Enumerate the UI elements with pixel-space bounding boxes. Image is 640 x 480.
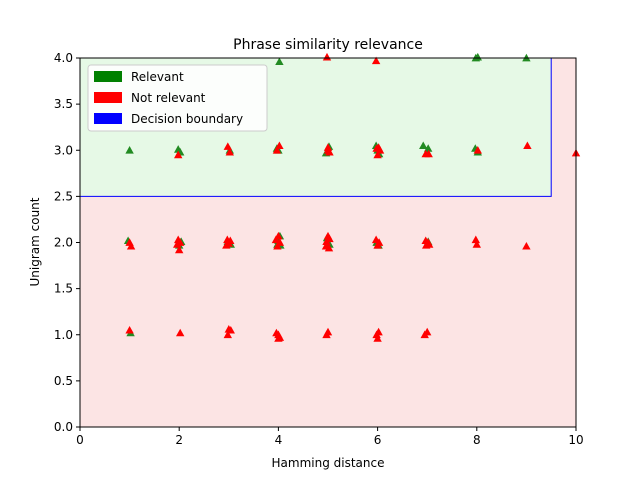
- point-not-relevant: [274, 330, 283, 339]
- y-tick-label: 2.0: [54, 236, 73, 250]
- y-tick-label: 2.5: [54, 189, 73, 203]
- point-not-relevant: [223, 330, 233, 339]
- legend-swatch-not-relevant: [94, 92, 122, 103]
- axes: 0 2 4 6 8 10 0.0 0.5 1.0 1.5 2.0 2.5 3.0 3.5 4.0: [54, 51, 584, 447]
- point-not-relevant: [273, 241, 282, 250]
- x-tick-label: 10: [568, 433, 583, 447]
- point-not-relevant: [323, 327, 333, 336]
- x-tick-label: 0: [76, 433, 84, 447]
- y-tick-label: 3.0: [54, 143, 73, 157]
- point-not-relevant: [226, 325, 235, 334]
- y-tick-label: 0.5: [54, 374, 73, 388]
- decision-regions: [79, 57, 576, 427]
- point-not-relevant: [472, 240, 481, 248]
- point-not-relevant: [126, 241, 136, 250]
- point-not-relevant: [420, 330, 429, 339]
- point-not-relevant: [424, 149, 433, 158]
- point-not-relevant: [473, 146, 482, 154]
- point-not-relevant: [222, 241, 231, 249]
- point-not-relevant: [471, 235, 481, 244]
- point-not-relevant: [125, 325, 134, 334]
- point-not-relevant: [325, 234, 334, 243]
- legend-box: [87, 64, 268, 132]
- x-tick-label: 2: [175, 433, 183, 447]
- y-tick-label: 0.0: [54, 420, 73, 434]
- legend: Relevant Not relevant Decision boundary: [87, 64, 268, 132]
- y-tick-label: 3.5: [54, 97, 73, 111]
- point-not-relevant: [173, 240, 182, 248]
- point-not-relevant: [522, 241, 531, 250]
- point-not-relevant: [325, 147, 334, 156]
- point-not-relevant: [175, 328, 185, 337]
- point-relevant: [419, 141, 428, 149]
- point-not-relevant: [373, 334, 382, 342]
- y-tick-label: 1.0: [54, 328, 73, 342]
- legend-label-relevant: Relevant: [131, 70, 184, 84]
- data-points: [123, 52, 581, 342]
- y-tick-label: 1.5: [54, 282, 73, 296]
- x-tick-label: 4: [275, 433, 283, 447]
- x-tick-label: 6: [374, 433, 382, 447]
- legend-label-not-relevant: Not relevant: [131, 91, 206, 105]
- point-relevant: [125, 146, 134, 154]
- point-not-relevant: [272, 146, 282, 154]
- point-not-relevant: [324, 243, 334, 252]
- point-not-relevant: [373, 241, 382, 249]
- point-not-relevant: [225, 147, 234, 156]
- point-not-relevant: [323, 143, 333, 151]
- y-tick-label: 4.0: [54, 51, 73, 65]
- point-relevant: [473, 52, 482, 61]
- point-not-relevant: [523, 141, 532, 149]
- legend-swatch-relevant: [94, 71, 122, 82]
- point-not-relevant: [371, 56, 381, 65]
- point-relevant: [275, 57, 284, 66]
- point-not-relevant: [226, 236, 235, 245]
- legend-label-decision-boundary: Decision boundary: [131, 112, 243, 126]
- legend-swatch-decision-boundary: [94, 113, 122, 124]
- x-axis-label: Hamming distance: [272, 456, 385, 470]
- x-tick-label: 8: [473, 433, 481, 447]
- point-not-relevant: [372, 330, 381, 339]
- point-not-relevant: [174, 150, 183, 159]
- point-not-relevant: [274, 231, 283, 240]
- point-relevant: [423, 144, 433, 152]
- point-not-relevant: [223, 142, 233, 150]
- point-not-relevant: [322, 52, 332, 61]
- point-not-relevant: [373, 150, 382, 159]
- y-axis-label: Unigram count: [28, 197, 42, 286]
- point-not-relevant: [424, 240, 434, 248]
- point-not-relevant: [175, 245, 184, 254]
- chart-title: Phrase similarity relevance: [233, 37, 423, 53]
